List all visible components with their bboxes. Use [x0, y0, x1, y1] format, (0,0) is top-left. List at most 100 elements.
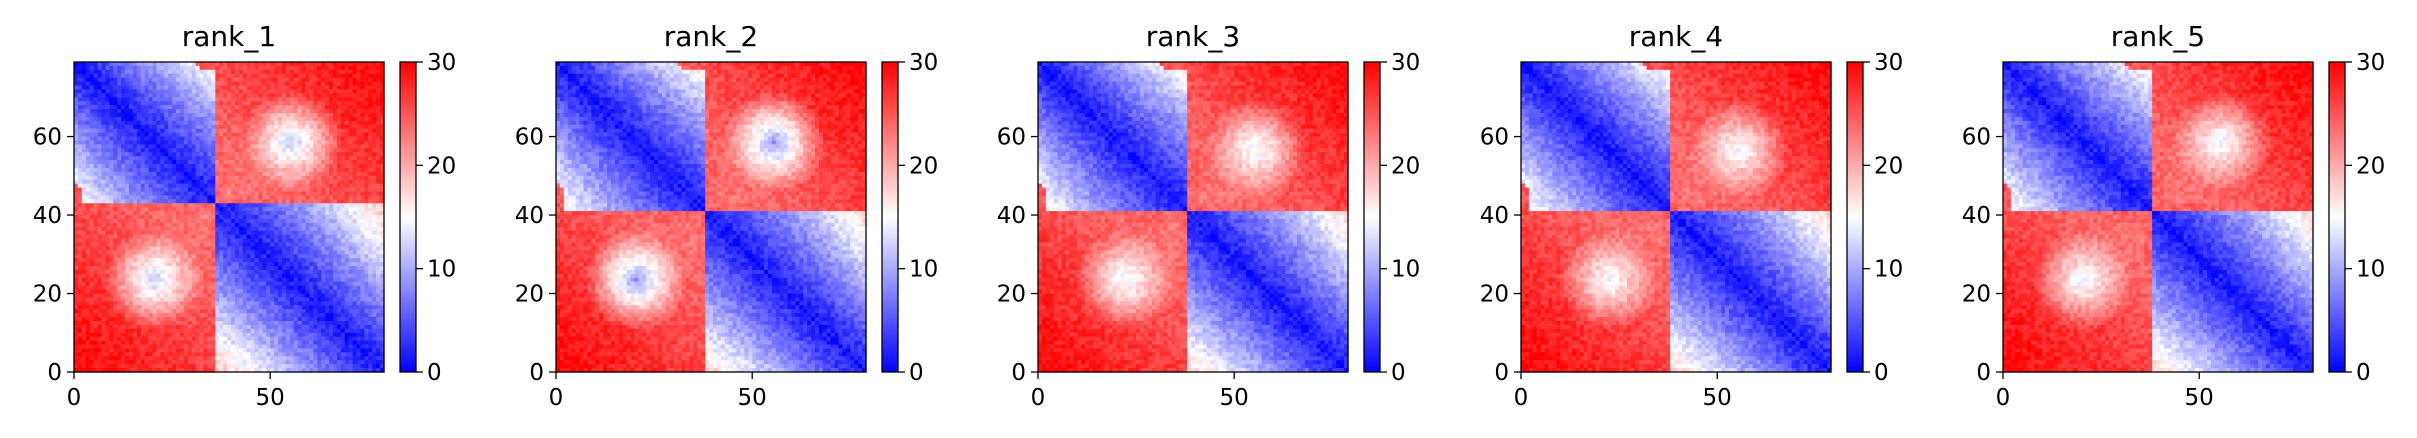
heatmap-cell	[285, 93, 291, 98]
heatmap-cell	[340, 77, 346, 83]
heatmap-cell	[309, 136, 314, 142]
heatmap-cell	[234, 97, 240, 102]
heatmap-cell	[266, 262, 271, 267]
heatmap-cell	[140, 175, 146, 181]
heatmap-cell	[144, 77, 150, 83]
heatmap-cell	[266, 105, 271, 110]
heatmap-cell	[360, 269, 365, 275]
heatmap-cell	[144, 301, 150, 306]
heatmap-cell	[109, 297, 114, 302]
heatmap-cell	[81, 62, 87, 67]
heatmap-cell	[191, 207, 197, 212]
heatmap-cell	[254, 242, 260, 248]
heatmap-cell	[203, 124, 209, 130]
heatmap-cell	[364, 65, 369, 71]
heatmap-cell	[164, 116, 169, 122]
heatmap-cell	[336, 289, 342, 295]
heatmap-cell	[317, 89, 322, 94]
heatmap-cell	[352, 128, 358, 134]
heatmap-cell	[309, 187, 314, 193]
heatmap-cell	[234, 120, 240, 126]
heatmap-cell	[97, 77, 103, 83]
heatmap-cell	[372, 187, 377, 193]
heatmap-cell	[176, 148, 181, 153]
heatmap-cell	[301, 109, 307, 114]
heatmap-cell	[132, 285, 138, 291]
heatmap-cell	[376, 238, 381, 244]
heatmap-cell	[336, 81, 342, 87]
heatmap-cell	[215, 136, 220, 142]
heatmap-cell	[360, 207, 365, 212]
heatmap-cell	[93, 285, 99, 291]
heatmap-cell	[109, 164, 114, 169]
heatmap-cell	[270, 285, 275, 291]
heatmap-cell	[325, 167, 330, 173]
heatmap-cell	[301, 242, 307, 248]
heatmap-cell	[348, 65, 354, 71]
heatmap-cell	[85, 187, 91, 193]
heatmap-cell	[101, 65, 106, 71]
heatmap-cell	[372, 273, 377, 279]
heatmap-cell	[364, 101, 369, 106]
heatmap-cell	[317, 269, 322, 275]
heatmap-cell	[270, 215, 275, 220]
heatmap-cell	[97, 120, 103, 126]
heatmap-cell	[191, 164, 197, 169]
heatmap-cell	[203, 62, 209, 67]
heatmap-cell	[313, 254, 318, 259]
heatmap-cell	[258, 105, 263, 110]
heatmap-cell	[183, 226, 189, 232]
heatmap-cell	[152, 171, 157, 177]
heatmap-cell	[293, 89, 299, 94]
heatmap-cell	[179, 144, 185, 149]
heatmap-cell	[128, 191, 134, 197]
heatmap-cell	[356, 254, 362, 259]
heatmap-cell	[203, 183, 209, 189]
heatmap-cell	[348, 175, 354, 181]
heatmap-cell	[293, 140, 299, 145]
heatmap-cell	[364, 254, 369, 259]
heatmap-cell	[176, 277, 181, 283]
heatmap-cell	[281, 297, 287, 302]
heatmap-cell	[380, 293, 385, 299]
heatmap-cell	[132, 62, 138, 67]
heatmap-cell	[360, 238, 365, 244]
heatmap-cell	[132, 160, 138, 165]
heatmap-cell	[325, 152, 330, 157]
heatmap-cell	[144, 148, 150, 153]
heatmap-cell	[336, 148, 342, 153]
heatmap-cell	[195, 238, 201, 244]
heatmap-cell	[191, 89, 197, 94]
heatmap-cell	[109, 171, 114, 177]
heatmap-cell	[172, 250, 177, 255]
heatmap-cell	[125, 175, 130, 181]
heatmap-cell	[125, 113, 130, 118]
heatmap-cell	[81, 238, 87, 244]
heatmap-cell	[278, 164, 283, 169]
heatmap-cell	[132, 238, 138, 244]
heatmap-cell	[230, 62, 236, 67]
heatmap-cell	[187, 199, 193, 204]
heatmap-cell	[132, 167, 138, 173]
heatmap-cell	[89, 148, 95, 153]
heatmap-cell	[368, 171, 373, 177]
heatmap-cell	[297, 242, 303, 248]
heatmap-cell	[372, 266, 377, 271]
heatmap-cell	[191, 234, 197, 240]
heatmap-cell	[128, 164, 134, 169]
heatmap-cell	[136, 203, 142, 208]
heatmap-cell	[211, 250, 216, 255]
heatmap-cell	[376, 156, 381, 161]
heatmap-cell	[93, 105, 99, 110]
heatmap-cell	[266, 242, 271, 248]
heatmap-cell	[156, 140, 161, 145]
heatmap-cell	[266, 187, 271, 193]
heatmap-cell	[380, 171, 385, 177]
heatmap-cell	[376, 207, 381, 212]
heatmap-cell	[164, 222, 169, 228]
heatmap-cell	[109, 226, 114, 232]
heatmap-cell	[234, 207, 240, 212]
heatmap-cell	[97, 97, 103, 102]
heatmap-cell	[258, 230, 263, 236]
heatmap-cell	[81, 175, 87, 181]
